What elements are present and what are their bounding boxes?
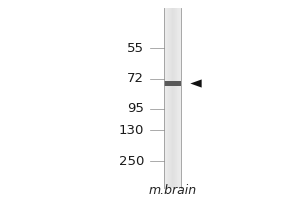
Bar bbox=[167, 8, 168, 188]
Bar bbox=[180, 8, 181, 188]
Text: 95: 95 bbox=[127, 102, 144, 115]
Bar bbox=[173, 8, 174, 188]
Text: 72: 72 bbox=[127, 72, 144, 85]
Text: 250: 250 bbox=[119, 155, 144, 168]
Bar bbox=[164, 81, 181, 86]
Bar bbox=[171, 8, 172, 188]
Bar bbox=[169, 8, 170, 188]
Bar bbox=[165, 8, 166, 188]
Text: 55: 55 bbox=[127, 42, 144, 55]
Bar bbox=[177, 8, 178, 188]
Bar bbox=[164, 8, 165, 188]
Polygon shape bbox=[190, 79, 202, 88]
Text: 130: 130 bbox=[119, 124, 144, 137]
Text: m.brain: m.brain bbox=[148, 184, 196, 197]
Bar bbox=[168, 8, 169, 188]
Bar bbox=[172, 8, 173, 188]
Bar bbox=[175, 8, 176, 188]
Bar bbox=[174, 8, 175, 188]
Bar bbox=[170, 8, 171, 188]
Bar bbox=[176, 8, 177, 188]
Bar bbox=[179, 8, 180, 188]
Bar bbox=[178, 8, 179, 188]
